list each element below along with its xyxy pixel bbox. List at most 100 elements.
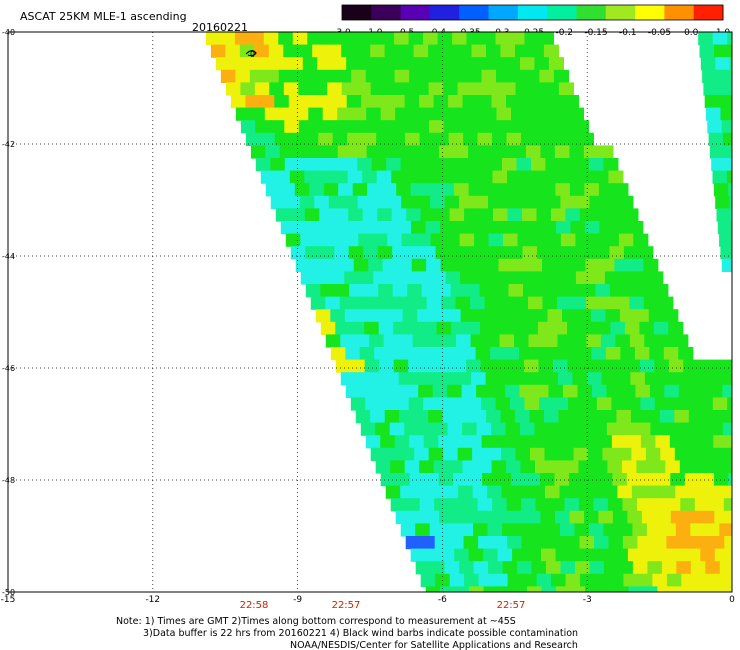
wind-cell xyxy=(565,573,581,587)
wind-cell xyxy=(428,410,444,424)
wind-cell xyxy=(415,158,431,172)
wind-cell xyxy=(492,170,508,184)
wind-cell xyxy=(429,523,445,537)
wind-cell xyxy=(303,132,319,146)
wind-cell xyxy=(394,32,410,46)
wind-cell xyxy=(322,69,338,83)
wind-cell xyxy=(539,435,555,449)
wind-cell xyxy=(556,258,572,272)
wind-cell xyxy=(376,170,392,184)
wind-cell xyxy=(515,82,531,96)
wind-cell xyxy=(715,57,731,71)
wind-cell xyxy=(518,309,534,323)
wind-cell xyxy=(507,170,523,184)
wind-cell xyxy=(510,69,526,83)
wind-cell xyxy=(732,410,740,423)
wind-cell xyxy=(551,246,567,260)
wind-cell xyxy=(571,296,587,310)
wind-cell xyxy=(533,309,549,323)
wind-cell xyxy=(649,384,665,398)
wind-cell xyxy=(520,95,536,109)
wind-cell xyxy=(416,233,432,247)
wind-cell xyxy=(530,82,546,96)
wind-cell xyxy=(514,372,530,386)
wind-cell xyxy=(457,410,473,424)
wind-cell xyxy=(703,82,719,96)
wind-cell xyxy=(259,95,275,109)
wind-cell xyxy=(507,573,523,587)
wind-cell xyxy=(540,473,556,487)
wind-cell xyxy=(340,372,356,386)
wind-cell xyxy=(734,95,740,108)
wind-cell xyxy=(673,372,689,386)
wind-cell xyxy=(709,536,725,550)
wind-cell xyxy=(548,347,564,361)
wind-cell xyxy=(699,473,715,487)
wind-cell xyxy=(332,132,348,146)
wind-cell xyxy=(632,561,648,575)
wind-cell xyxy=(358,233,374,247)
wind-cell xyxy=(476,384,492,398)
wind-cell xyxy=(713,473,729,487)
wind-cell xyxy=(644,334,660,348)
wind-cell xyxy=(727,435,732,449)
wind-cell xyxy=(438,473,454,487)
wind-cell xyxy=(588,485,604,499)
wind-cell xyxy=(511,145,527,159)
wind-cell xyxy=(623,208,639,222)
wind-cell xyxy=(554,107,570,121)
wind-cell xyxy=(586,334,602,348)
wind-cell xyxy=(399,82,415,96)
wind-cell xyxy=(310,258,326,272)
wind-cell xyxy=(521,498,537,512)
wind-cell xyxy=(361,132,377,146)
wind-cell xyxy=(627,548,643,562)
wind-cell xyxy=(420,208,436,222)
wind-cell xyxy=(712,170,728,184)
wind-cell xyxy=(351,69,367,83)
wind-cell xyxy=(424,473,440,487)
wind-cell xyxy=(275,170,291,184)
wind-cell xyxy=(278,69,294,83)
wind-cell xyxy=(503,271,519,285)
wind-cell xyxy=(481,69,497,83)
wind-cell xyxy=(427,334,443,348)
wind-cell xyxy=(430,195,446,209)
wind-cell xyxy=(445,233,461,247)
wind-cell xyxy=(545,523,561,537)
wind-cell xyxy=(689,485,705,499)
wind-cell xyxy=(255,120,271,134)
wind-cell xyxy=(404,422,420,436)
wind-cell xyxy=(439,145,455,159)
wind-cell xyxy=(368,296,384,310)
wind-cell xyxy=(338,221,354,235)
wind-cell xyxy=(259,57,275,71)
wind-cell xyxy=(416,271,432,285)
wind-cell xyxy=(720,107,732,121)
wind-cell xyxy=(675,485,691,499)
wind-cell xyxy=(543,44,559,58)
wind-cell xyxy=(578,460,594,474)
wind-cell xyxy=(516,485,532,499)
wind-cell xyxy=(463,170,479,184)
wind-cell xyxy=(225,82,241,96)
wind-cell xyxy=(423,69,439,83)
wind-cell xyxy=(554,145,570,159)
wind-cell xyxy=(659,372,675,386)
wind-cell xyxy=(284,120,300,134)
wind-cell xyxy=(488,233,504,247)
wind-cell xyxy=(289,132,305,146)
wind-cell xyxy=(624,321,640,335)
wind-cell xyxy=(596,397,612,411)
wind-cell xyxy=(625,397,641,411)
wind-cell xyxy=(491,95,507,109)
wind-cell xyxy=(533,347,549,361)
wind-cell xyxy=(585,258,601,272)
wind-cell xyxy=(567,359,583,373)
wind-cell xyxy=(481,397,497,411)
wind-cell xyxy=(704,485,720,499)
wind-cell xyxy=(355,44,371,58)
wind-cell xyxy=(518,271,534,285)
wind-cell xyxy=(356,82,372,96)
